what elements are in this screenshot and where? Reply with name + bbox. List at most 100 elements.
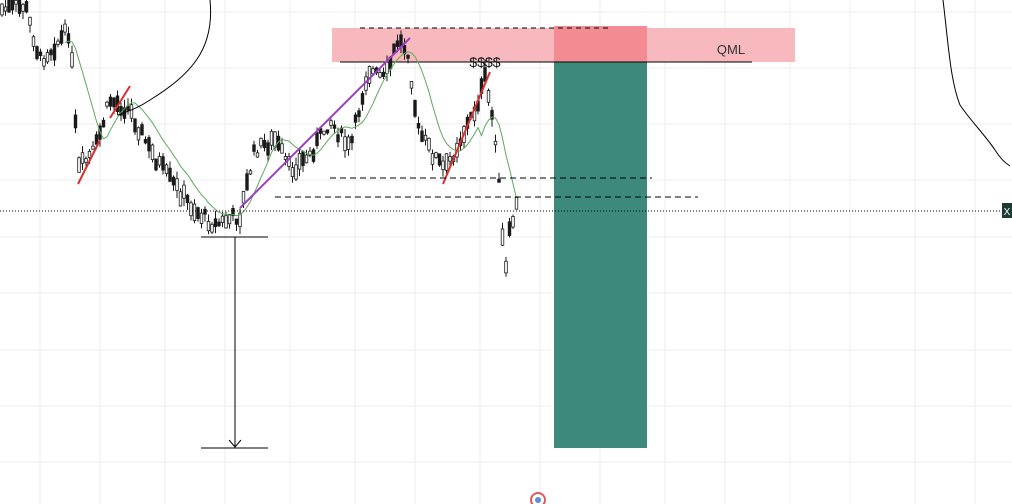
candle-body — [80, 152, 85, 164]
candle-body — [290, 167, 295, 178]
candle-body — [108, 96, 113, 107]
candle-body — [154, 158, 158, 171]
candle-body — [52, 43, 57, 61]
candle-body — [332, 124, 337, 129]
candle-body — [35, 46, 39, 60]
candle-body — [304, 154, 309, 164]
candle-body — [150, 144, 155, 160]
tradingview-logo-icon[interactable] — [530, 492, 546, 504]
candle-body — [497, 178, 501, 183]
liquidity-label: $$$$ — [469, 54, 500, 70]
candle-body — [493, 140, 498, 146]
candle-body — [360, 93, 365, 105]
candle-body — [315, 132, 319, 147]
candle-body — [168, 167, 172, 182]
trendline-red-1[interactable] — [77, 139, 101, 185]
candle-body — [294, 164, 298, 180]
candle-body — [346, 136, 351, 150]
measure-arrow-head — [228, 439, 242, 448]
candle-body — [136, 127, 141, 141]
candle-body — [245, 173, 249, 191]
candle-body — [196, 207, 200, 219]
candle-body — [21, 3, 25, 12]
candle-body — [87, 150, 92, 158]
candle-body — [38, 51, 43, 56]
qml-label: QML — [717, 42, 745, 57]
short-position-target[interactable] — [554, 62, 647, 448]
candle-body — [49, 49, 53, 56]
candle-body — [59, 30, 64, 44]
candle-body — [252, 144, 256, 152]
candle-body — [0, 3, 4, 16]
candle-body — [378, 72, 382, 78]
candle-body — [430, 153, 435, 165]
candle-body — [94, 134, 99, 145]
candle-body — [17, 0, 22, 14]
curved-drawing-left[interactable] — [117, 0, 212, 116]
candle-body — [199, 212, 204, 224]
candle-body — [112, 97, 116, 108]
trendline-red-3[interactable] — [442, 71, 491, 185]
short-position-stop[interactable] — [554, 26, 647, 62]
candle-body — [101, 119, 106, 128]
candle-body — [178, 191, 183, 207]
candle-body — [423, 134, 428, 141]
candle-body — [133, 118, 137, 133]
candle-body — [31, 36, 36, 47]
candle-body — [171, 176, 176, 186]
candle-body — [329, 120, 333, 126]
candle-body — [157, 156, 162, 166]
candle-body — [395, 40, 400, 47]
candle-body — [63, 23, 67, 33]
candle-body — [126, 105, 130, 111]
candle-body — [10, 0, 15, 11]
candle-body — [427, 137, 431, 151]
candle-body — [7, 0, 11, 13]
candle-body — [73, 114, 78, 129]
candle-body — [297, 153, 302, 170]
candle-body — [280, 143, 284, 154]
candle-body — [217, 221, 221, 227]
candle-body — [420, 130, 424, 142]
candle-body — [367, 66, 372, 84]
candle-body — [444, 153, 449, 171]
curved-drawing-right[interactable] — [942, 0, 1011, 167]
candle-body — [504, 260, 508, 274]
candle-body — [248, 170, 253, 175]
candlestick-series — [0, 0, 519, 277]
candle-body — [45, 52, 50, 63]
candle-body — [175, 178, 179, 191]
candle-body — [490, 110, 494, 120]
candle-body — [343, 136, 347, 151]
candle-body — [441, 160, 445, 171]
candle-body — [192, 203, 197, 221]
price-axis-tag[interactable]: X — [1002, 203, 1012, 218]
candle-body — [406, 54, 410, 59]
candle-body — [350, 135, 354, 144]
candle-body — [255, 152, 260, 158]
candle-body — [322, 130, 326, 135]
candle-body — [437, 153, 442, 166]
candle-body — [259, 137, 263, 147]
candle-body — [24, 1, 29, 13]
candle-body — [434, 152, 438, 158]
candle-body — [161, 156, 165, 171]
candle-body — [241, 190, 246, 204]
candle-body — [147, 137, 151, 152]
candle-body — [143, 139, 148, 144]
candle-body — [220, 215, 225, 223]
candle-body — [129, 104, 134, 119]
candle-body — [42, 58, 46, 67]
trendline-purple[interactable] — [239, 37, 411, 209]
candle-body — [3, 6, 8, 12]
candle-body — [77, 157, 81, 173]
candle-body — [182, 184, 186, 199]
candle-body — [231, 207, 235, 217]
candle-body — [105, 101, 109, 107]
candle-body — [353, 114, 358, 123]
trendline-red-2[interactable] — [109, 85, 131, 119]
candle-body — [416, 122, 421, 129]
